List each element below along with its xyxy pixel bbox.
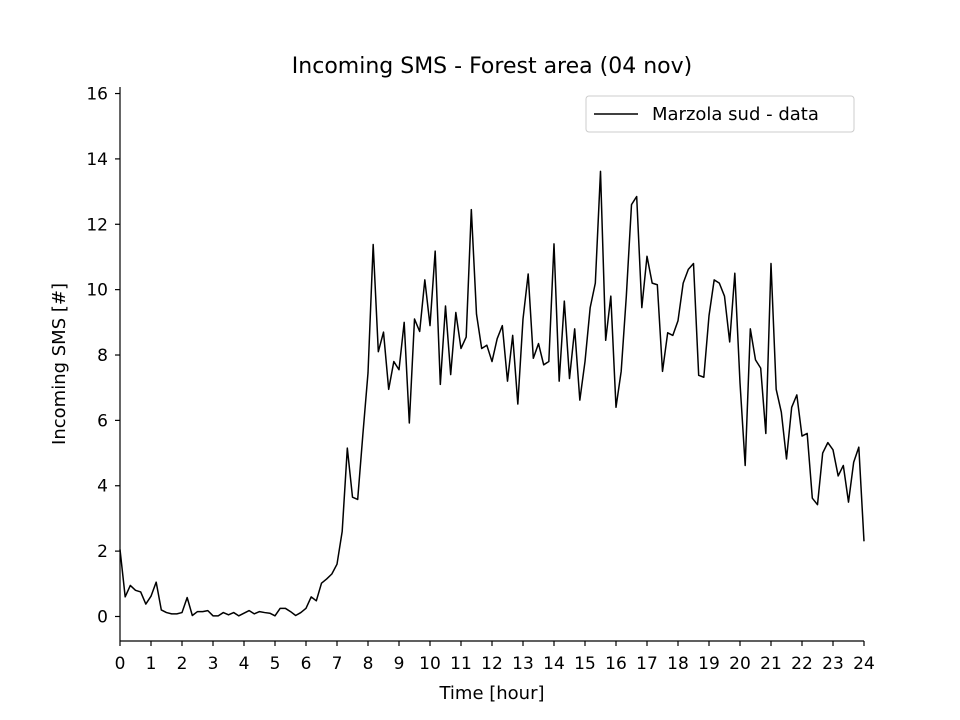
y-tick-label: 10 [86,281,108,301]
x-tick-label: 13 [512,654,534,674]
y-tick-label: 0 [97,607,108,627]
y-tick-label: 12 [86,215,108,235]
x-tick-label: 6 [301,654,312,674]
y-tick-label: 8 [97,346,108,366]
y-tick-label: 16 [86,85,108,105]
legend-box [585,95,855,133]
plot-area [119,170,865,617]
y-axis-label: Incoming SMS [#] [49,283,70,445]
x-tick-label: 7 [332,654,343,674]
x-tick-label: 8 [363,654,374,674]
y-axis-ticks: 0 2 4 6 8 10 12 14 16 [86,85,120,627]
x-tick-label: 3 [208,654,219,674]
x-tick-label: 4 [239,654,250,674]
x-tick-label: 22 [791,654,813,674]
x-tick-label: 17 [636,654,658,674]
x-tick-label: 1 [146,654,157,674]
chart-title: Incoming SMS - Forest area (04 nov) [292,54,692,79]
x-tick-label: 24 [853,654,875,674]
legend-label: Marzola sud - data [652,104,819,125]
y-tick-label: 6 [97,411,108,431]
x-tick-label: 16 [605,654,627,674]
legend: Marzola sud - data [585,95,855,133]
x-tick-label: 23 [822,654,844,674]
x-tick-label: 19 [698,654,720,674]
x-tick-label: 12 [481,654,503,674]
x-tick-label: 0 [115,654,126,674]
series-line-0 [119,170,865,617]
x-tick-label: 9 [394,654,405,674]
x-tick-label: 2 [177,654,188,674]
x-tick-label: 18 [667,654,689,674]
x-tick-label: 21 [760,654,782,674]
x-tick-label: 10 [419,654,441,674]
y-tick-label: 14 [86,150,108,170]
x-tick-label: 11 [450,654,472,674]
x-axis-label: Time [hour] [438,683,544,704]
x-tick-label: 5 [270,654,281,674]
x-axis-ticks: 0 1 2 3 4 5 6 7 8 9 10 11 12 13 14 15 16 17 18 19 20 21 22 23 24 [115,641,875,674]
x-tick-label: 14 [543,654,565,674]
x-tick-label: 15 [574,654,596,674]
y-tick-label: 2 [97,542,108,562]
x-tick-label: 20 [729,654,751,674]
y-tick-label: 4 [97,477,108,497]
